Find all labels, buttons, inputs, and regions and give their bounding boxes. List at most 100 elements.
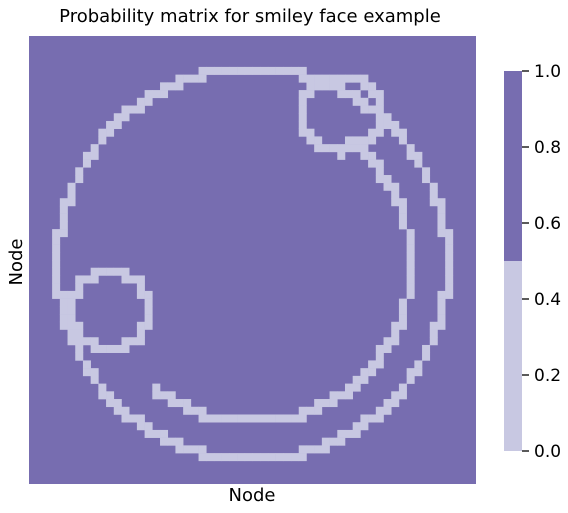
heatmap-cell [136,275,145,284]
heatmap-cell [136,290,145,299]
heatmap-cell [391,391,400,400]
heatmap-cell [144,422,153,431]
heatmap-cell [414,151,423,160]
heatmap-cell [175,74,184,83]
heatmap-cell [375,113,384,122]
heatmap-cell [98,344,107,353]
heatmap-cell [398,314,407,323]
heatmap-cell [260,453,269,462]
heatmap-cell [160,437,169,446]
heatmap-cell [445,283,454,292]
heatmap-cell [429,337,438,346]
heatmap-cell [375,97,384,106]
heatmap-cell [398,306,407,315]
heatmap-cell [167,437,176,446]
heatmap-cell [360,151,369,160]
heatmap-cell [267,414,276,423]
heatmap [29,36,476,484]
heatmap-cell [437,298,446,307]
heatmap-cell [298,128,307,137]
heatmap-cell [75,275,84,284]
heatmap-cell [298,445,307,454]
heatmap-cell [298,113,307,122]
heatmap-cell [291,66,300,75]
heatmap-cell [375,175,384,184]
heatmap-cell [314,144,323,153]
colorbar-tick-label: 0.4 [534,290,561,310]
heatmap-cell [75,344,84,353]
heatmap-cell [229,66,238,75]
heatmap-cell [352,429,361,438]
heatmap-cell [298,406,307,415]
heatmap-cell [398,205,407,214]
heatmap-cell [337,82,346,91]
heatmap-cell [360,422,369,431]
heatmap-cell [59,314,68,323]
heatmap-cell [106,399,115,408]
heatmap-cell [183,74,192,83]
heatmap-cell [429,329,438,338]
heatmap-cell [221,414,230,423]
heatmap-cell [160,90,169,99]
heatmap-cell [445,267,454,276]
heatmap-cell [337,90,346,99]
heatmap-cell [144,314,153,323]
heatmap-cell [144,321,153,330]
heatmap-cell [352,136,361,145]
heatmap-cell [329,437,338,446]
heatmap-cell [368,82,377,91]
heatmap-cell [437,321,446,330]
heatmap-cell [398,136,407,145]
heatmap-cell [375,105,384,114]
heatmap-cell [429,321,438,330]
colorbar: 0.0 0.2 0.4 0.6 0.8 1.0 [504,62,561,462]
heatmap-cell [375,120,384,129]
heatmap-cell [406,290,415,299]
heatmap-cell [67,182,76,191]
heatmap-cell [298,97,307,106]
heatmap-cell [67,306,76,315]
heatmap-cell [136,329,145,338]
heatmap-cell [383,337,392,346]
heatmap-cell [98,383,107,392]
heatmap-cell [337,151,346,160]
heatmap-cell [383,406,392,415]
heatmap-cell [167,82,176,91]
heatmap-cell [406,260,415,269]
heatmap-cell [82,337,91,346]
heatmap-cell [398,198,407,207]
heatmap-cell [59,321,68,330]
heatmap-cell [375,159,384,168]
heatmap-cell [344,144,353,153]
heatmap-cell [383,182,392,191]
heatmap-cell [437,290,446,299]
heatmap-cell [406,267,415,276]
heatmap-cell [298,453,307,462]
heatmap-cell [368,105,377,114]
heatmap-cell [398,391,407,400]
heatmap-cell [375,344,384,353]
heatmap-cell [52,244,61,253]
heatmap-cell [152,429,161,438]
heatmap-cell [52,283,61,292]
heatmap-cell [437,306,446,315]
heatmap-cell [59,229,68,238]
heatmap-cell [106,267,115,276]
heatmap-cell [67,198,76,207]
heatmap-cell [121,414,130,423]
heatmap-cell [244,453,253,462]
heatmap-cell [129,414,138,423]
heatmap-cell [183,406,192,415]
heatmap-cell [344,90,353,99]
heatmap-cell [306,445,315,454]
heatmap-cell [144,429,153,438]
heatmap-cell [391,321,400,330]
heatmap-cell [298,66,307,75]
heatmap-cell [437,229,446,238]
heatmap-cell [360,414,369,423]
heatmap-cell [383,399,392,408]
heatmap-cell [422,352,431,361]
heatmap-cell [260,414,269,423]
heatmap-cell [321,82,330,91]
heatmap-cell [406,229,415,238]
